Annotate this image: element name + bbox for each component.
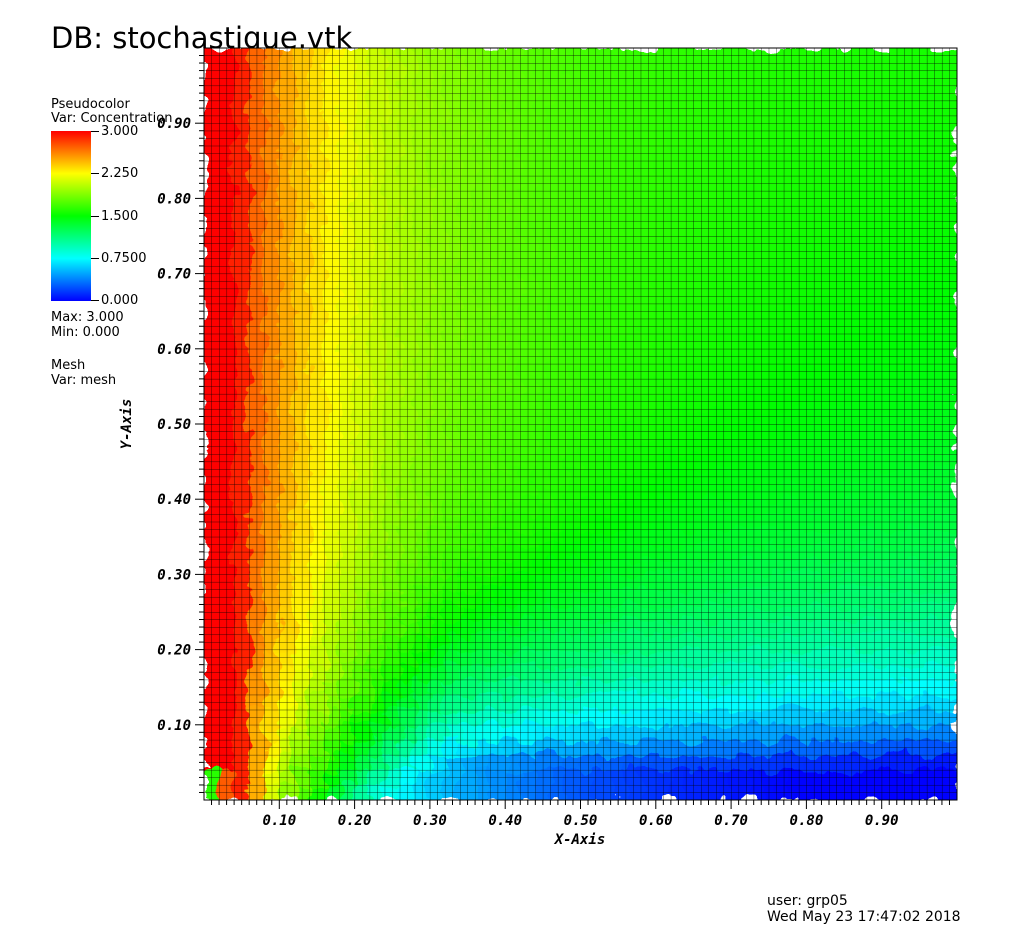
colorbar-tick [91, 173, 99, 174]
x-tick-label: 0.10 [262, 813, 296, 829]
legend-plot-type: Pseudocolor [51, 97, 130, 112]
colorbar-label-min: 0.000 [101, 293, 139, 308]
legend-mesh: Mesh [51, 358, 86, 373]
x-tick-label: 0.80 [790, 813, 824, 829]
x-tick-label: 0.70 [714, 813, 748, 829]
colorbar-tick [91, 216, 99, 217]
x-axis: 0.10 0.20 0.30 0.40 0.50 0.60 0.70 0.80 0.90 [211, 800, 950, 829]
footer-date: Wed May 23 17:47:02 2018 [767, 909, 961, 925]
colorbar-label-max: 3.000 [101, 124, 139, 139]
y-tick-label: 0.10 [157, 718, 191, 734]
mesh-grid [204, 48, 957, 800]
y-tick-label: 0.90 [157, 116, 191, 132]
x-tick-label: 0.50 [564, 813, 598, 829]
colorbar-label: 0.7500 [101, 251, 147, 266]
x-tick-label: 0.20 [338, 813, 372, 829]
legend-max: Max: 3.000 [51, 310, 124, 325]
colorbar-label: 1.500 [101, 209, 139, 224]
colorbar-tick [91, 258, 99, 259]
y-tick-label: 0.20 [157, 643, 191, 659]
y-tick-label: 0.70 [157, 267, 191, 283]
x-tick-label: 0.30 [413, 813, 447, 829]
x-tick-label: 0.90 [865, 813, 899, 829]
x-tick-label: 0.40 [488, 813, 522, 829]
colorbar-label: 2.250 [101, 166, 139, 181]
colorbar-tick [91, 300, 99, 301]
y-tick-label: 0.30 [157, 567, 191, 583]
colorbar [51, 131, 91, 301]
y-tick-label: 0.80 [157, 191, 191, 207]
legend-min: Min: 0.000 [51, 325, 120, 340]
x-tick-label: 0.60 [639, 813, 673, 829]
legend-mesh-var: Var: mesh [51, 373, 117, 388]
y-tick-label: 0.50 [157, 417, 191, 433]
y-axis-title: Y-Axis [119, 399, 135, 450]
y-tick-label: 0.40 [157, 492, 191, 508]
x-axis-title: X-Axis [554, 832, 606, 848]
y-axis: 0.10 0.20 0.30 0.40 0.50 0.60 0.70 0.80 0.90 [157, 55, 204, 793]
legend-variable: Var: Concentration [51, 111, 173, 126]
y-tick-label: 0.60 [157, 342, 191, 358]
footer-user: user: grp05 [767, 893, 848, 909]
colorbar-tick [91, 131, 99, 132]
